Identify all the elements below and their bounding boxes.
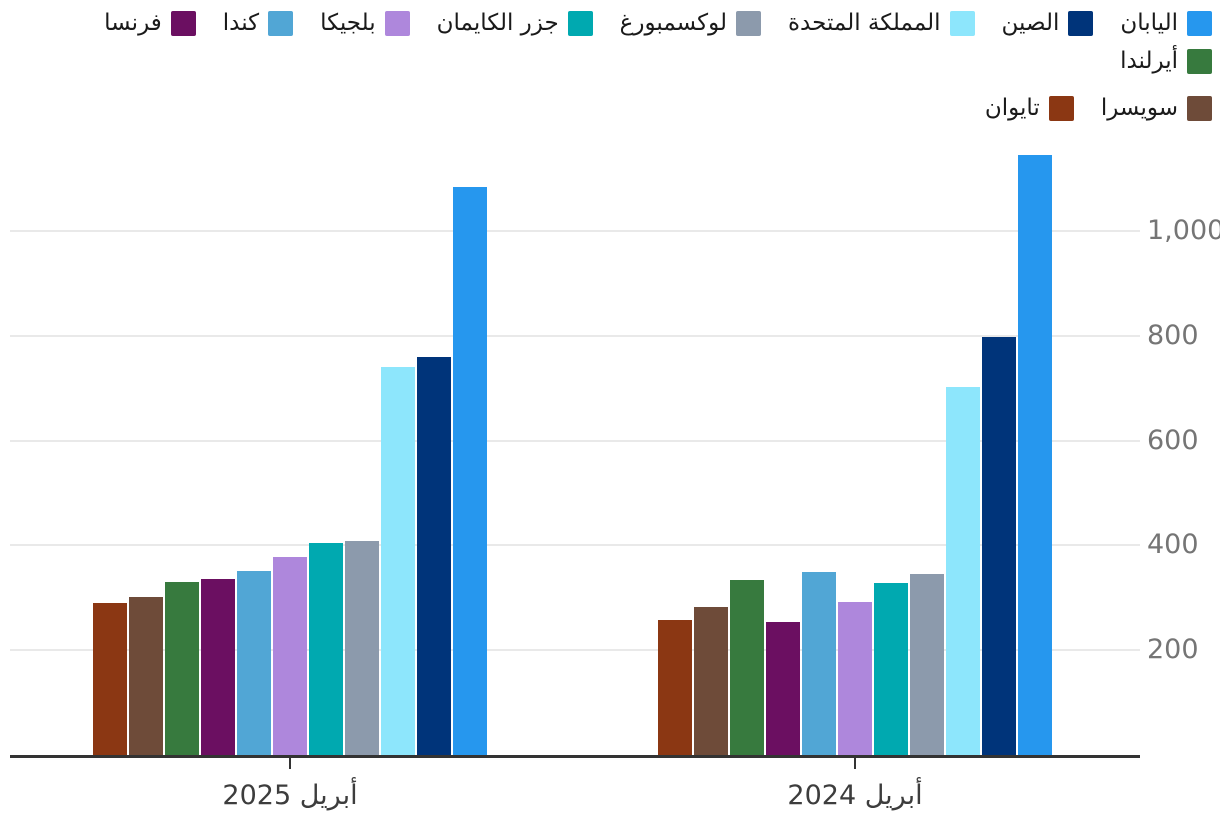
bar-0-3[interactable]: [345, 541, 379, 755]
legend-swatch-icon: [1048, 96, 1074, 122]
y-axis-tick-label: 400: [1147, 529, 1199, 561]
legend-label: لوكسمبورغ: [619, 10, 727, 36]
x-axis-label: أبريل 2024: [787, 780, 923, 811]
legend-swatch-icon: [1187, 48, 1212, 74]
legend-item[interactable]: اليابان: [1120, 10, 1212, 38]
legend-item[interactable]: المملكة المتحدة: [788, 10, 975, 38]
legend-label: كندا: [222, 10, 260, 36]
gridline: [10, 649, 1140, 652]
bar-1-2[interactable]: [946, 387, 980, 755]
y-axis-tick-label: 800: [1147, 319, 1199, 351]
legend-swatch-icon: [1187, 96, 1212, 122]
legend-swatch-icon: [268, 11, 294, 37]
gridline: [10, 439, 1140, 442]
bar-1-8[interactable]: [730, 580, 764, 755]
legend-swatch-icon: [567, 11, 593, 37]
gridline: [10, 334, 1140, 337]
legend-swatch-icon: [1068, 11, 1094, 37]
bar-0-6[interactable]: [237, 571, 271, 755]
legend-swatch-icon: [1187, 11, 1212, 37]
x-axis-tick: [854, 758, 856, 769]
legend-swatch-icon: [949, 11, 975, 37]
bar-1-9[interactable]: [694, 607, 728, 755]
y-axis-tick-label: 1,000: [1147, 215, 1220, 246]
legend-label: سويسرا: [1100, 95, 1178, 122]
bar-1-5[interactable]: [838, 602, 872, 755]
bar-0-1[interactable]: [417, 357, 451, 755]
bar-0-9[interactable]: [129, 597, 163, 755]
legend-label: تايوان: [984, 95, 1040, 122]
legend-label: الصين: [1001, 10, 1060, 36]
bar-0-10[interactable]: [93, 603, 127, 755]
y-axis-tick-label: 600: [1147, 424, 1199, 456]
bar-1-4[interactable]: [874, 583, 908, 755]
legend-label: المملكة المتحدة: [787, 10, 941, 36]
bar-1-3[interactable]: [910, 574, 944, 755]
legend-swatch-icon: [170, 11, 196, 37]
bar-1-7[interactable]: [766, 622, 800, 755]
legend-label: اليابان: [1120, 10, 1178, 36]
legend-item[interactable]: أيرلندا: [1120, 48, 1212, 76]
bar-0-4[interactable]: [309, 543, 343, 755]
legend-swatch-icon: [384, 11, 410, 37]
gridline: [10, 230, 1140, 232]
bar-0-2[interactable]: [381, 367, 415, 755]
legend-item[interactable]: تايوان: [985, 95, 1074, 123]
legend-label: أيرلندا: [1120, 47, 1178, 74]
legend: اليابان الصين المملكة المتحدة لوكسمبورغ جزر …: [48, 10, 1212, 123]
legend-item[interactable]: سويسرا: [1101, 95, 1212, 123]
x-axis-tick: [289, 758, 291, 769]
legend-label: بلجيكا: [320, 10, 376, 36]
legend-item[interactable]: كندا: [222, 10, 294, 38]
bar-0-5[interactable]: [273, 557, 307, 755]
y-axis-tick-label: 200: [1147, 634, 1199, 666]
bar-0-7[interactable]: [201, 579, 235, 755]
legend-item[interactable]: الصين: [1002, 10, 1094, 38]
x-axis-label: أبريل 2025: [222, 780, 358, 811]
legend-item[interactable]: جزر الكايمان: [437, 10, 593, 38]
bar-0-8[interactable]: [165, 582, 199, 755]
legend-item[interactable]: فرنسا: [104, 10, 196, 38]
x-axis-line: [10, 755, 1140, 758]
bar-1-0[interactable]: [1018, 155, 1052, 755]
bar-1-1[interactable]: [982, 337, 1016, 755]
bar-0-0[interactable]: [453, 187, 487, 755]
legend-item[interactable]: بلجيكا: [320, 10, 410, 38]
bar-1-6[interactable]: [802, 572, 836, 755]
legend-item[interactable]: لوكسمبورغ: [620, 10, 761, 38]
bar-1-10[interactable]: [658, 620, 692, 755]
legend-label: جزر الكايمان: [436, 10, 559, 36]
gridline: [10, 544, 1140, 547]
legend-swatch-icon: [735, 11, 761, 37]
legend-label: فرنسا: [104, 10, 162, 36]
